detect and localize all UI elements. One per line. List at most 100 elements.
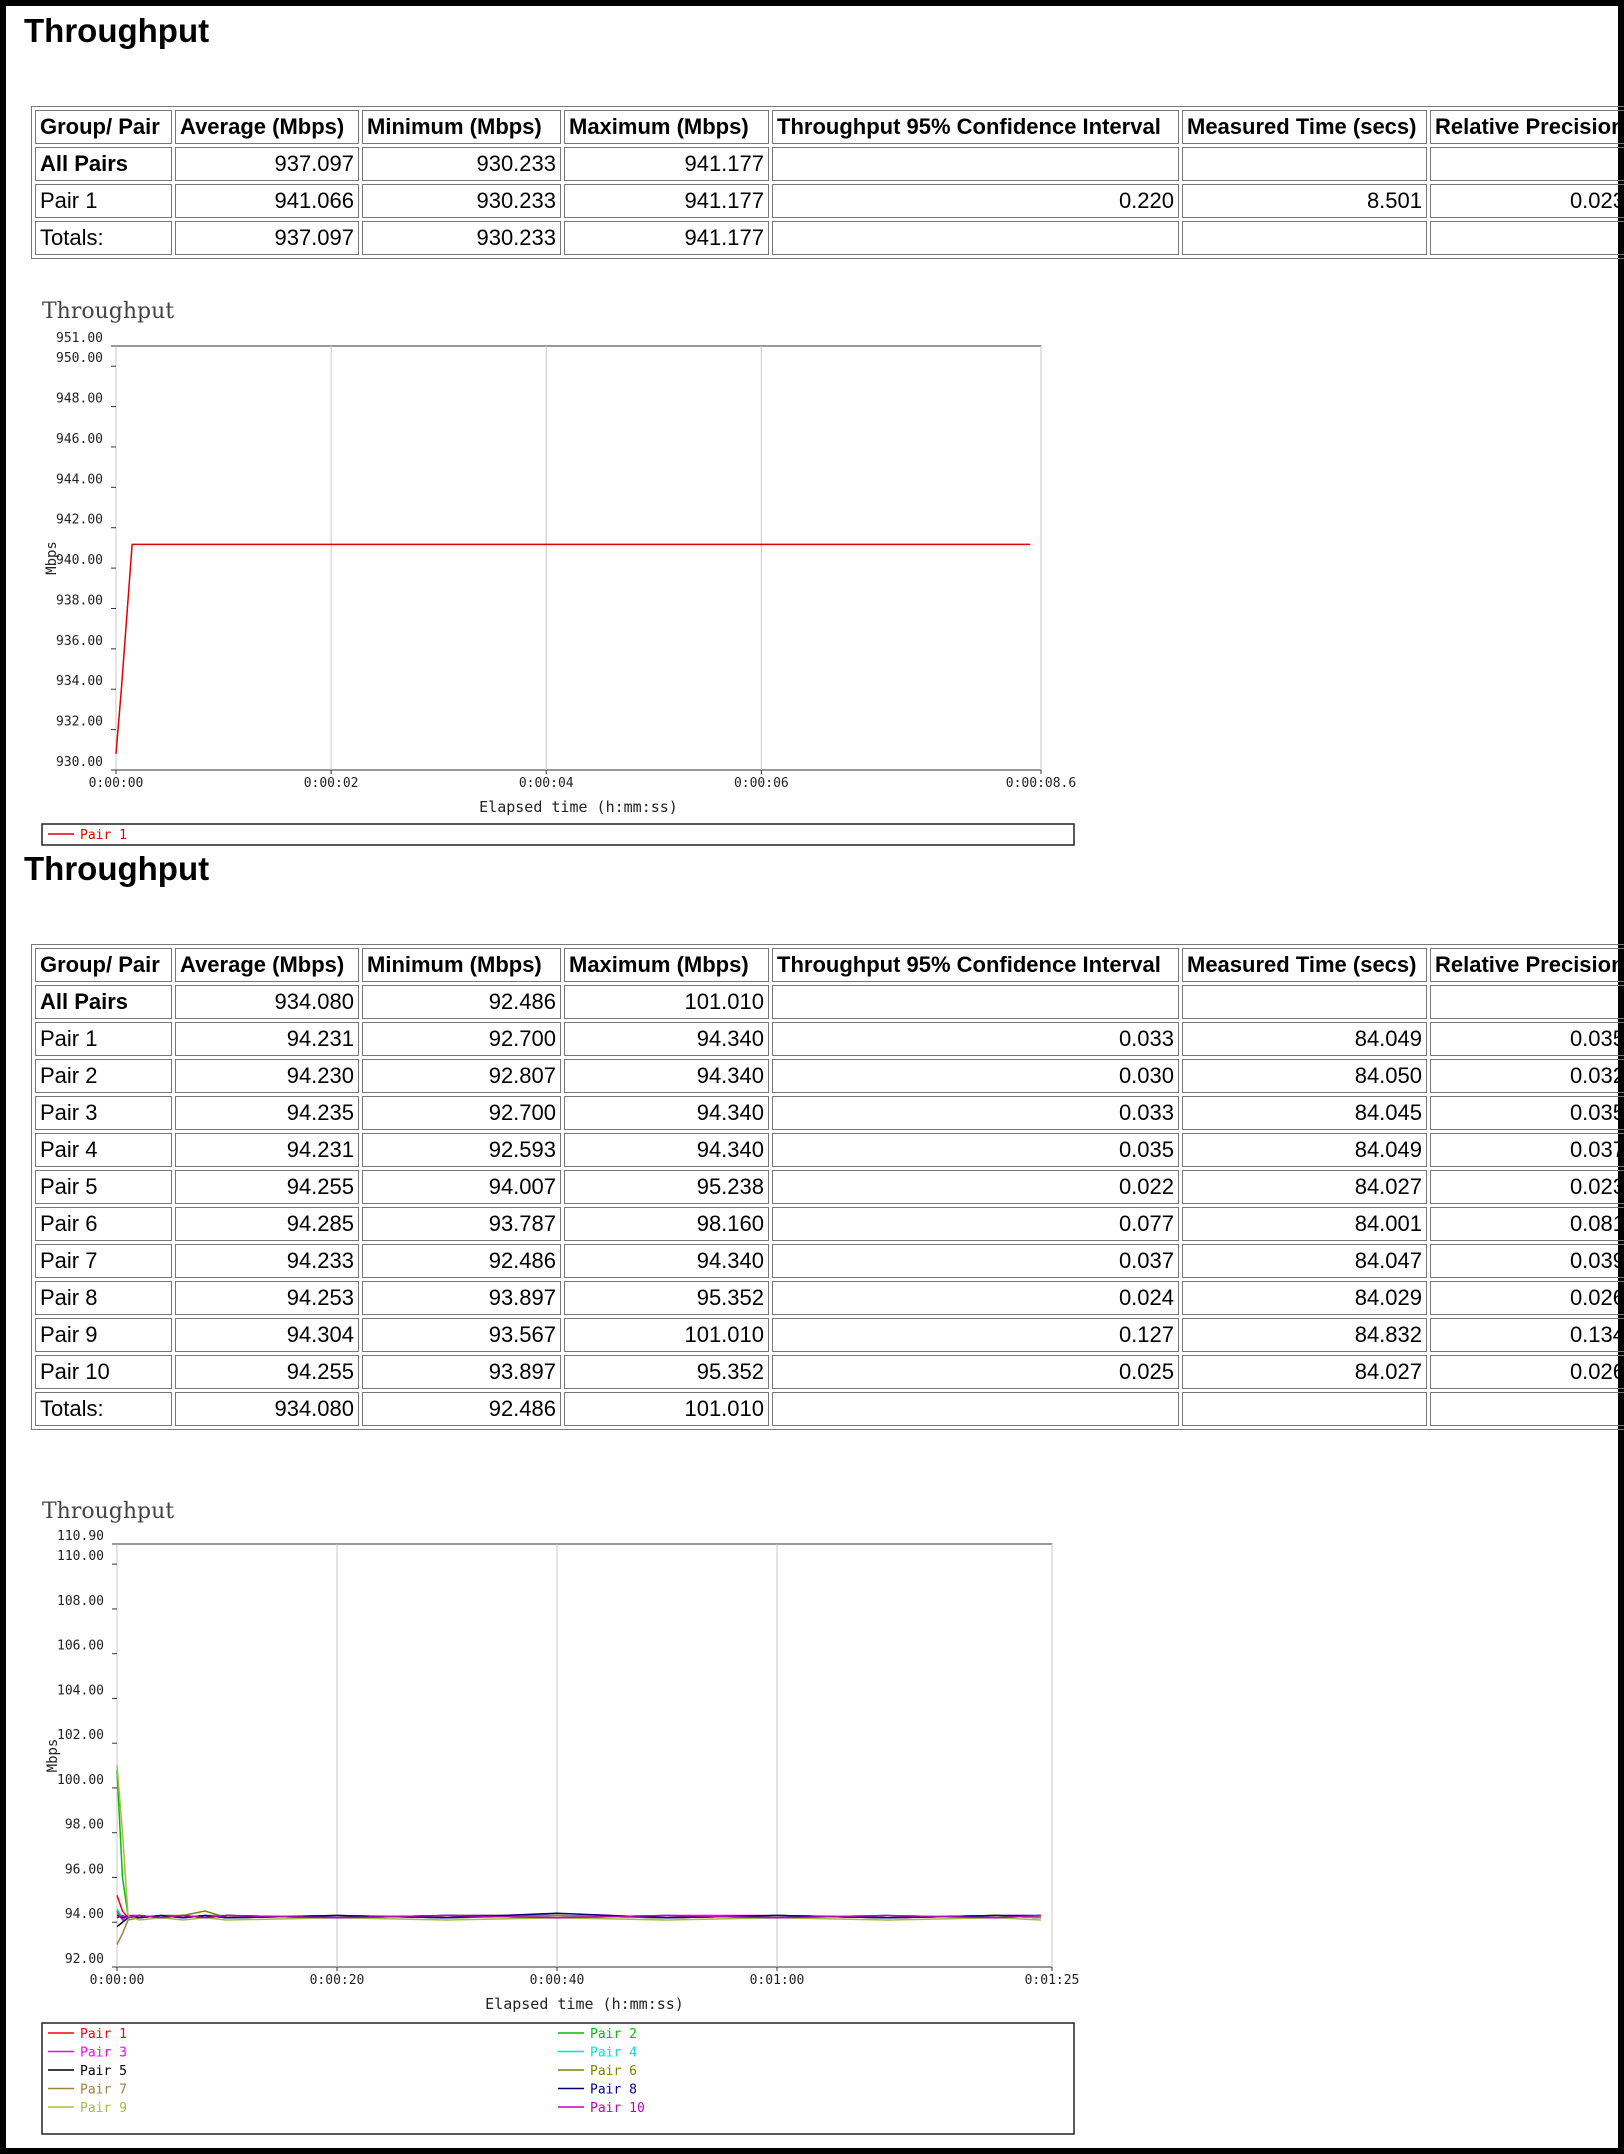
table-cell: Totals: — [35, 221, 172, 255]
x-axis-label: Elapsed time (h:mm:ss) — [485, 1995, 684, 2013]
table-cell: 94.007 — [362, 1170, 561, 1204]
chart: Throughput 0:00:00 0:00:20 0:00:40 0:01:00 0:… — [41, 1499, 1079, 2135]
header-cell: Measured Time (secs) — [1182, 948, 1427, 982]
series-line — [115, 543, 1031, 754]
y-tick-label: 98.00 — [65, 1818, 104, 1833]
y-tick-label: 936.00 — [56, 634, 103, 649]
x-tick-label: 0:00:08.6 — [1006, 776, 1076, 791]
table-cell: 94.231 — [175, 1022, 359, 1056]
table-cell: 941.177 — [564, 221, 769, 255]
table-cell — [1182, 147, 1427, 181]
y-tick-label: 94.00 — [65, 1907, 104, 1922]
table-cell: 930.233 — [362, 147, 561, 181]
table-cell: 0.030 — [772, 1059, 1179, 1093]
x-tick-label: 0:01:00 — [750, 1973, 805, 1988]
table-cell: All Pairs — [35, 985, 172, 1019]
x-tick-label: 0:00:02 — [304, 776, 359, 791]
y-tick-label: 942.00 — [56, 513, 103, 528]
table-row: Pair 7 94.233 92.486 94.340 0.037 84.047 0.039 — [35, 1244, 1624, 1278]
table-cell: 92.486 — [362, 1392, 561, 1426]
table-cell: Pair 3 — [35, 1096, 172, 1130]
table-cell: 95.352 — [564, 1355, 769, 1389]
header-cell: Minimum (Mbps) — [362, 110, 561, 144]
section-title: Throughput — [24, 850, 210, 887]
table-cell: 94.253 — [175, 1281, 359, 1315]
header-cell: Minimum (Mbps) — [362, 948, 561, 982]
table-cell: 8.501 — [1182, 184, 1427, 218]
y-tick-label: 951.00 — [56, 331, 103, 346]
table-row: Pair 6 94.285 93.787 98.160 0.077 84.001 0.081 — [35, 1207, 1624, 1241]
series-line — [116, 1914, 1042, 1919]
table-cell: 0.035 — [1430, 1096, 1624, 1130]
legend-label: Pair 2 — [590, 2027, 637, 2042]
table-cell: 94.235 — [175, 1096, 359, 1130]
table-row: Totals: 934.080 92.486 101.010 — [35, 1392, 1624, 1426]
table-cell: 95.238 — [564, 1170, 769, 1204]
header-cell: Throughput 95% Confidence Interval — [772, 948, 1179, 982]
table-row: Pair 8 94.253 93.897 95.352 0.024 84.029 0.026 — [35, 1281, 1624, 1315]
table-cell — [772, 147, 1179, 181]
x-tick-label: 0:00:00 — [90, 1973, 145, 1988]
header-cell: Maximum (Mbps) — [564, 948, 769, 982]
legend-label: Pair 1 — [80, 828, 127, 843]
plot-area — [116, 1543, 1053, 1968]
table-cell: 84.027 — [1182, 1355, 1427, 1389]
y-tick-label: 100.00 — [57, 1773, 104, 1788]
table-cell: 941.177 — [564, 147, 769, 181]
table-row: Pair 4 94.231 92.593 94.340 0.035 84.049 0.037 — [35, 1133, 1624, 1167]
chart-title: Throughput — [42, 1499, 174, 1524]
header-cell: Relative Precision — [1430, 948, 1624, 982]
table-cell: Pair 8 — [35, 1281, 172, 1315]
table-cell: Pair 4 — [35, 1133, 172, 1167]
y-tick-label: 950.00 — [56, 351, 103, 366]
y-tick-label: 108.00 — [57, 1594, 104, 1609]
table-cell: 94.255 — [175, 1170, 359, 1204]
table-cell: 0.023 — [1430, 1170, 1624, 1204]
table-cell: 93.567 — [362, 1318, 561, 1352]
table-cell: 92.593 — [362, 1133, 561, 1167]
table-cell: 84.001 — [1182, 1207, 1427, 1241]
x-tick-label: 0:00:00 — [89, 776, 144, 791]
table-cell: 0.081 — [1430, 1207, 1624, 1241]
table-cell: 94.340 — [564, 1059, 769, 1093]
header-cell: Average (Mbps) — [175, 948, 359, 982]
table-cell: 84.045 — [1182, 1096, 1427, 1130]
table-row: Pair 1 941.066 930.233 941.177 0.220 8.501 0.0… — [35, 184, 1624, 218]
header-cell: Throughput 95% Confidence Interval — [772, 110, 1179, 144]
x-tick-label: 0:00:04 — [519, 776, 574, 791]
y-tick-label: 938.00 — [56, 593, 103, 608]
legend-label: Pair 7 — [80, 2083, 127, 2098]
table-cell: 84.049 — [1182, 1133, 1427, 1167]
table-cell: 84.029 — [1182, 1281, 1427, 1315]
header-cell: Maximum (Mbps) — [564, 110, 769, 144]
table-cell: 94.304 — [175, 1318, 359, 1352]
results-table: Group/ Pair Average (Mbps) Minimum (Mbps) M… — [31, 106, 1624, 259]
table-row: Pair 1 94.231 92.700 94.340 0.033 84.049 0.035 — [35, 1022, 1624, 1056]
table-cell: 0.023 — [1430, 184, 1624, 218]
table-cell: 934.080 — [175, 1392, 359, 1426]
table-cell: Totals: — [35, 1392, 172, 1426]
table-cell: 0.134 — [1430, 1318, 1624, 1352]
legend-label: Pair 5 — [80, 2064, 127, 2079]
table-cell: 93.897 — [362, 1355, 561, 1389]
table-cell: 0.035 — [1430, 1022, 1624, 1056]
table-cell: Pair 2 — [35, 1059, 172, 1093]
y-tick-label: 110.00 — [57, 1549, 104, 1564]
table-cell: 0.025 — [772, 1355, 1179, 1389]
table-cell — [772, 221, 1179, 255]
y-tick-label: 932.00 — [56, 715, 103, 730]
table-cell: 94.230 — [175, 1059, 359, 1093]
table-cell: Pair 10 — [35, 1355, 172, 1389]
table-cell — [1430, 147, 1624, 181]
table-cell — [1182, 221, 1427, 255]
y-tick-label: 930.00 — [56, 755, 103, 770]
header-cell: Group/ Pair — [35, 110, 172, 144]
legend-label: Pair 8 — [590, 2083, 637, 2098]
table-cell: 94.231 — [175, 1133, 359, 1167]
legend-label: Pair 4 — [590, 2046, 637, 2061]
table-cell: 101.010 — [564, 985, 769, 1019]
table-cell: Pair 1 — [35, 1022, 172, 1056]
series-line — [116, 1765, 1042, 1921]
y-tick-label: 110.90 — [57, 1529, 104, 1544]
